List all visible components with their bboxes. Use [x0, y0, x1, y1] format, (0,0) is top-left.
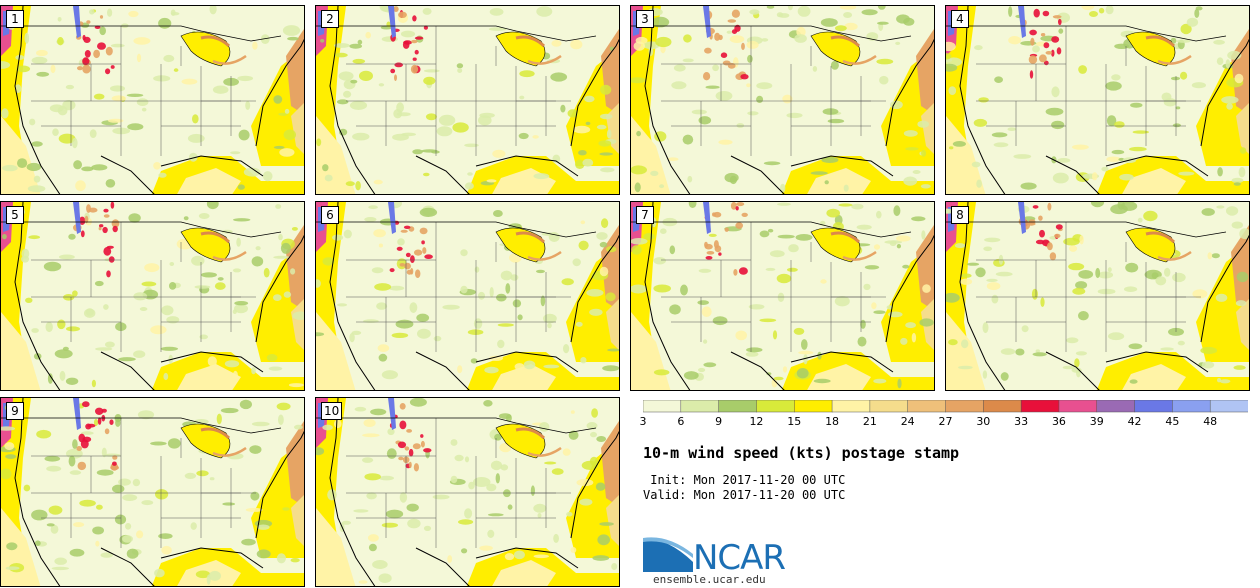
panel-number: 3 [636, 10, 654, 28]
colorbar-tick-label: 12 [749, 415, 764, 428]
colorbar-swatch [643, 400, 682, 413]
wind-speed-colorbar [643, 400, 1248, 413]
stamp-panel-8[interactable]: 8 [945, 201, 1250, 391]
colorbar-swatch [794, 400, 833, 413]
colorbar-tick-label: 45 [1165, 415, 1180, 428]
colorbar-tick-label: 42 [1127, 415, 1142, 428]
colorbar-swatch [1134, 400, 1173, 413]
panel-number: 10 [321, 402, 343, 420]
init-time: Init: Mon 2017-11-20 00 UTC [643, 473, 846, 487]
colorbar-tick-label: 6 [677, 415, 685, 428]
colorbar-swatch [869, 400, 909, 413]
colorbar-swatch [1096, 400, 1136, 413]
colorbar-tick-label: 18 [825, 415, 840, 428]
colorbar-tick-label: 48 [1203, 415, 1218, 428]
site-url: ensemble.ucar.edu [653, 573, 766, 586]
wind-map [1, 202, 304, 390]
colorbar-swatch [831, 400, 871, 413]
panel-number: 4 [951, 10, 969, 28]
colorbar-swatch [756, 400, 795, 413]
colorbar-swatch [1020, 400, 1060, 413]
colorbar-tick-label: 33 [1014, 415, 1029, 428]
colorbar-swatch [983, 400, 1022, 413]
wind-map [316, 398, 619, 586]
stamp-panel-7[interactable]: 7 [630, 201, 935, 391]
valid-time: Valid: Mon 2017-11-20 00 UTC [643, 488, 846, 502]
colorbar-tick-label: 39 [1089, 415, 1104, 428]
stamp-panel-6[interactable]: 6 [315, 201, 620, 391]
panel-number: 7 [636, 206, 654, 224]
stamp-panel-2[interactable]: 2 [315, 5, 620, 195]
plot-title: 10-m wind speed (kts) postage stamp [643, 444, 960, 462]
wind-map [946, 6, 1249, 194]
colorbar-swatch [1058, 400, 1098, 413]
wind-map [631, 202, 934, 390]
panel-number: 1 [6, 10, 24, 28]
panel-number: 8 [951, 206, 969, 224]
colorbar-swatch [907, 400, 947, 413]
stamp-panel-10[interactable]: 10 [315, 397, 620, 587]
wind-map [946, 202, 1249, 390]
colorbar-swatch [945, 400, 984, 413]
colorbar-tick-label: 21 [862, 415, 877, 428]
colorbar-swatch [718, 400, 757, 413]
colorbar-swatch [680, 400, 720, 413]
colorbar-tick-label: 3 [639, 415, 647, 428]
panel-number: 6 [321, 206, 339, 224]
wind-map [316, 6, 619, 194]
ncar-logo-text: NCAR [693, 538, 786, 578]
colorbar-tick-label: 30 [976, 415, 991, 428]
colorbar-tick-label: 36 [1051, 415, 1066, 428]
stamp-panel-1[interactable]: 1 [0, 5, 305, 195]
wind-map [1, 398, 304, 586]
wind-map [631, 6, 934, 194]
stamp-panel-3[interactable]: 3 [630, 5, 935, 195]
panel-number: 5 [6, 206, 24, 224]
panel-number: 9 [6, 402, 24, 420]
stamp-panel-4[interactable]: 4 [945, 5, 1250, 195]
wind-map [1, 6, 304, 194]
colorbar-swatch [1209, 400, 1248, 413]
colorbar-tick-label: 9 [715, 415, 723, 428]
colorbar-swatch [1172, 400, 1211, 413]
colorbar-tick-label: 24 [900, 415, 915, 428]
colorbar-tick-label: 15 [787, 415, 802, 428]
colorbar-tick-label: 27 [938, 415, 953, 428]
ncar-logo-icon [643, 537, 693, 572]
wind-map [316, 202, 619, 390]
stamp-panel-5[interactable]: 5 [0, 201, 305, 391]
panel-number: 2 [321, 10, 339, 28]
stamp-panel-9[interactable]: 9 [0, 397, 305, 587]
